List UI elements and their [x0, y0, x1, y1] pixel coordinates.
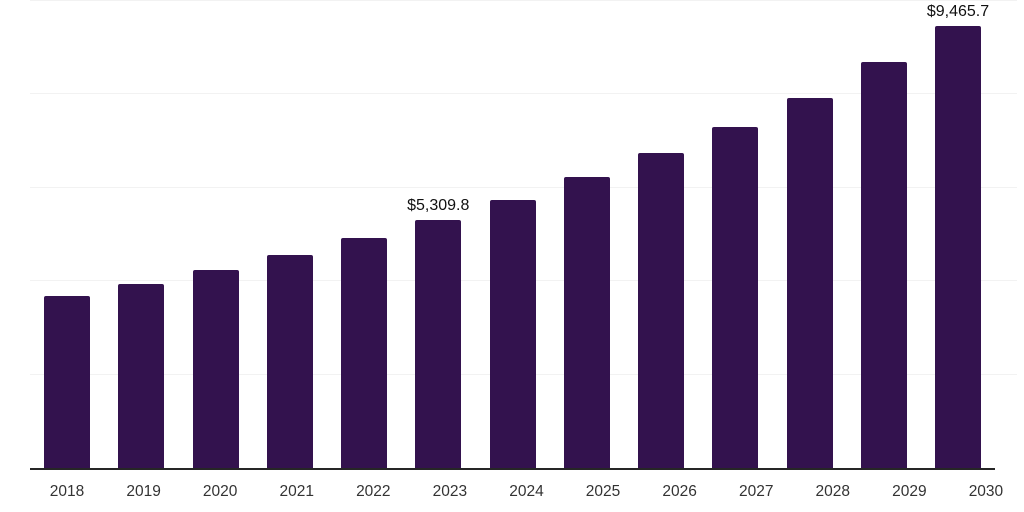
x-axis-ticks: 2018 2019 2020 2021 2022 2023 2024 2025 2026 2027… [30, 483, 1023, 500]
bars: $5,309.8 $9,465.7 [30, 1, 995, 468]
bar-2024 [489, 200, 536, 468]
bar-2029 [860, 61, 907, 468]
bar-cell-2021 [266, 1, 313, 468]
x-tick-2030: 2030 [968, 483, 1004, 500]
data-label-2023: $5,309.8 [407, 197, 470, 215]
bar-cell-2026 [638, 1, 684, 468]
bar-2026 [638, 153, 684, 468]
gridline-10000 [30, 0, 1017, 1]
x-tick-2028: 2028 [815, 483, 851, 500]
bar-cell-2024 [489, 1, 536, 468]
bar-cell-2029 [860, 1, 907, 468]
x-tick-2020: 2020 [202, 483, 238, 500]
bar-2022 [341, 238, 387, 468]
bar-cell-2027 [712, 1, 759, 468]
bar-2019 [118, 283, 165, 468]
data-label-2030: $9,465.7 [926, 2, 990, 20]
bar-cell-2019 [118, 1, 165, 468]
bar-cell-2023: $5,309.8 [407, 1, 469, 468]
bar-cell-2025 [563, 1, 610, 468]
bar-2023 [415, 220, 462, 468]
bar-cell-2028 [786, 1, 833, 468]
x-tick-2022: 2022 [356, 483, 391, 500]
x-tick-2026: 2026 [662, 483, 697, 500]
gridline-8000 [30, 93, 1017, 95]
x-tick-2023: 2023 [432, 483, 468, 500]
bar-cell-2030: $9,465.7 [927, 1, 989, 468]
bar-cell-2018 [44, 1, 90, 468]
bar-2018 [44, 296, 90, 468]
bar-cell-2022 [341, 1, 387, 468]
x-tick-2027: 2027 [738, 483, 774, 500]
bar-2027 [712, 126, 759, 468]
bar-2030 [935, 25, 981, 468]
x-tick-2021: 2021 [279, 483, 314, 500]
plot-area: $5,309.8 $9,465.7 [30, 0, 1017, 470]
x-tick-2018: 2018 [49, 483, 85, 500]
x-tick-2024: 2024 [509, 483, 544, 500]
bar-2025 [563, 177, 610, 468]
x-tick-2025: 2025 [585, 483, 621, 500]
bar-2020 [192, 269, 239, 468]
x-tick-2019: 2019 [126, 483, 161, 500]
bar-2028 [786, 97, 833, 468]
gridline-6000 [30, 186, 1017, 188]
bar-2021 [266, 254, 313, 468]
bar-cell-2020 [192, 1, 239, 468]
x-tick-2029: 2029 [892, 483, 927, 500]
